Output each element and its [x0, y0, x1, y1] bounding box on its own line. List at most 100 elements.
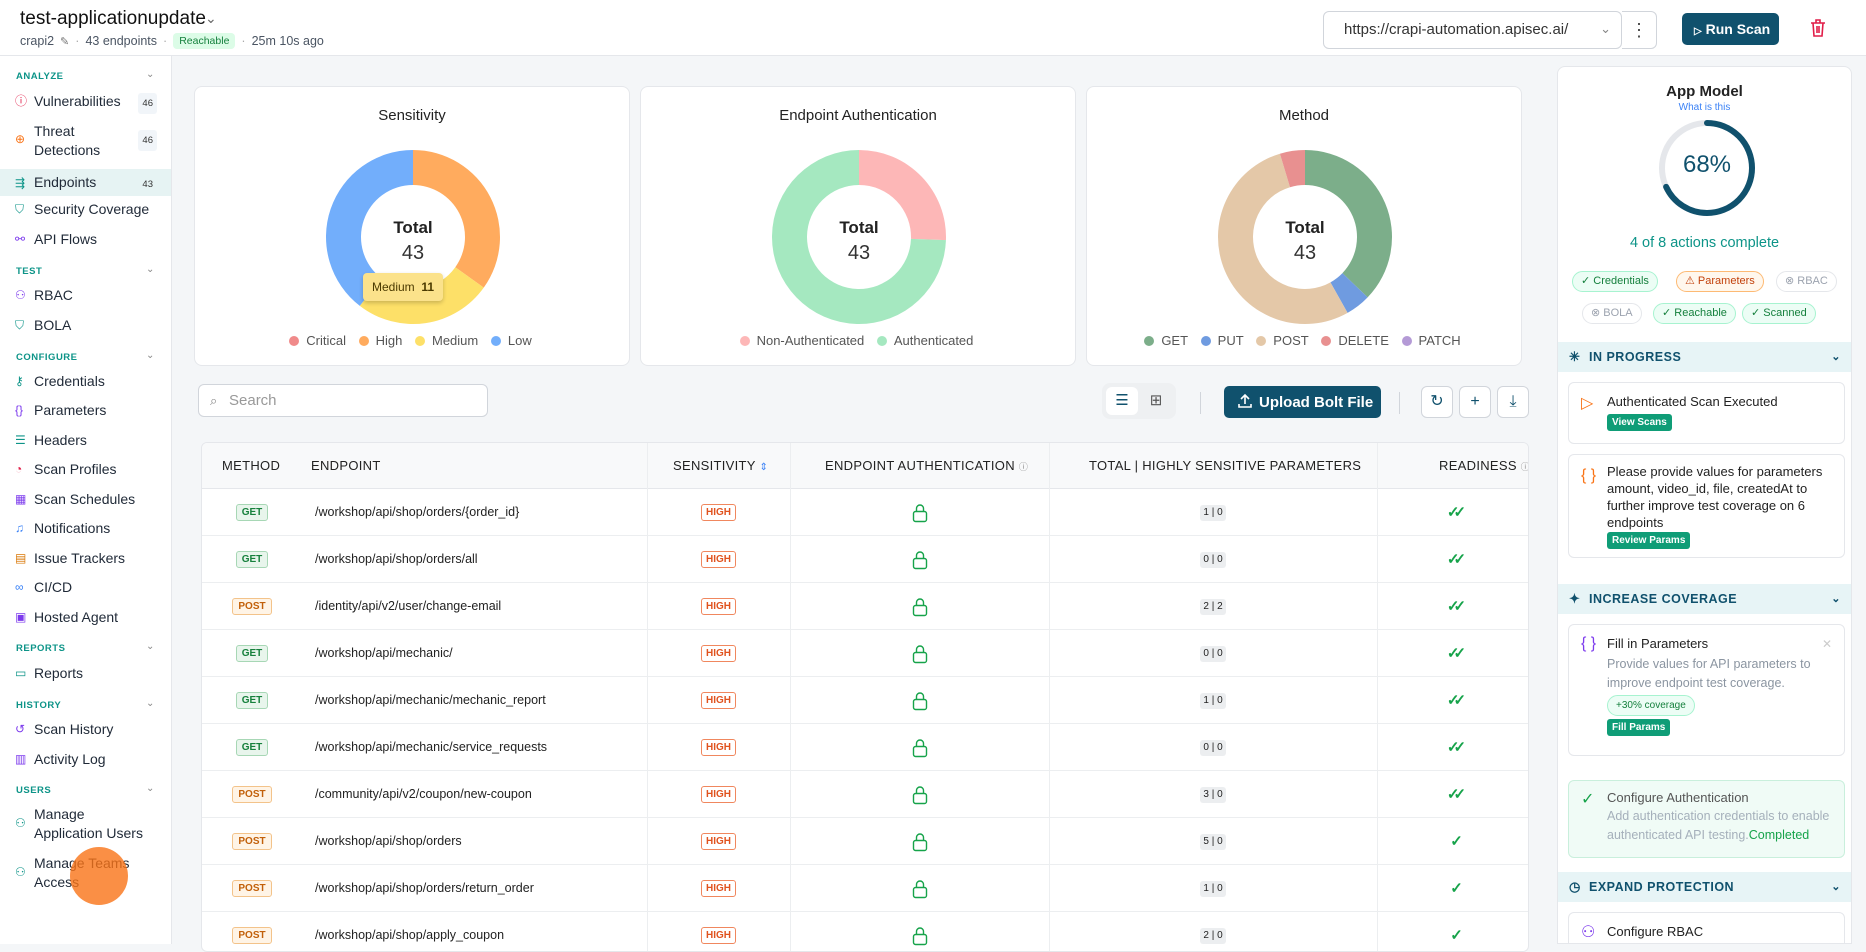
col-auth[interactable]: ENDPOINT AUTHENTICATION ⓘ [825, 443, 1029, 489]
chip-credentials[interactable]: ✓ Credentials [1572, 271, 1658, 292]
app-title[interactable]: test-applicationupdate [20, 8, 206, 29]
col-method[interactable]: METHOD [222, 443, 281, 489]
sidebar-item-rbac[interactable]: ⚇ RBAC [0, 286, 171, 305]
sidebar-item-credentials[interactable]: ⚷ Credentials [0, 372, 171, 391]
legend-item[interactable]: Medium [415, 333, 481, 348]
refresh-button[interactable]: ↻ [1421, 386, 1453, 418]
grid-view-icon[interactable]: ⊞ [1149, 392, 1163, 409]
download-button[interactable]: ⤓ [1497, 386, 1529, 418]
sidebar-item-scan-profiles[interactable]: ◔ Scan Profiles [0, 460, 171, 479]
chevron-down-icon[interactable]: ⌄ [146, 641, 155, 652]
chevron-down-icon[interactable]: ⌄ [146, 264, 155, 275]
sidebar-item-api-flows[interactable]: ⚯ API Flows [0, 230, 171, 249]
trash-icon[interactable] [1808, 17, 1828, 39]
endpoint-path[interactable]: /workshop/api/shop/orders/all [315, 552, 478, 566]
endpoint-path[interactable]: /workshop/api/mechanic/ [315, 646, 453, 660]
method-donut[interactable]: Total 43 [1215, 147, 1395, 327]
sidebar-item-scan-schedules[interactable]: ▦ Scan Schedules [0, 490, 171, 509]
sidebar-item-endpoints[interactable]: ⇶ Endpoints 43 [0, 169, 171, 196]
endpoint-path[interactable]: /workshop/api/shop/orders/{order_id} [315, 505, 520, 519]
chevron-down-icon[interactable]: ⌄ [146, 698, 155, 709]
run-scan-button[interactable]: ▷ Run Scan [1682, 13, 1779, 45]
legend-item[interactable]: Critical [289, 333, 349, 348]
close-icon[interactable]: ✕ [1821, 637, 1832, 651]
sidebar-item-threat-detections[interactable]: ⊕ Threat Detections 46 [0, 122, 171, 160]
add-button[interactable]: + [1459, 386, 1491, 418]
table-row[interactable]: POST/workshop/api/shop/orders/return_ord… [202, 865, 1528, 912]
search-input[interactable]: ⌕ Search [198, 384, 488, 417]
legend-item[interactable]: Low [490, 333, 535, 348]
view-scans-button[interactable]: View Scans [1607, 414, 1672, 431]
info-icon[interactable]: ⓘ [1521, 462, 1528, 472]
sidebar-item-headers[interactable]: ☰ Headers [0, 431, 171, 450]
sidebar-item-notifications[interactable]: ♫ Notifications [0, 519, 171, 538]
chip-reachable[interactable]: ✓ Reachable [1653, 303, 1736, 324]
table-row[interactable]: GET/workshop/api/shop/orders/{order_id} H… [202, 489, 1528, 536]
sidebar-item-parameters[interactable]: {} Parameters [0, 401, 171, 420]
chip-rbac[interactable]: ⊗ RBAC [1776, 271, 1837, 292]
table-row[interactable]: POST/community/api/v2/coupon/new-coupon H… [202, 771, 1528, 818]
sidebar-item-manage-app-users[interactable]: ⚇ Manage Application Users [0, 805, 171, 843]
slice-low[interactable] [326, 150, 413, 306]
expand-protection-header[interactable]: ◷ EXPAND PROTECTION ⌄ [1558, 872, 1851, 902]
endpoint-path[interactable]: /workshop/api/shop/orders [315, 834, 462, 848]
in-progress-header[interactable]: ✳ IN PROGRESS ⌄ [1558, 342, 1851, 372]
sidebar-item-hosted-agent[interactable]: ▣ Hosted Agent [0, 608, 171, 627]
list-view-icon[interactable]: ☰ [1106, 387, 1138, 415]
upload-bolt-file-button[interactable]: Upload Bolt File [1224, 386, 1381, 418]
slice-authenticated[interactable] [772, 150, 946, 324]
slice-non-authenticated[interactable] [859, 150, 946, 241]
table-row[interactable]: POST/workshop/api/shop/apply_coupon HIGH 2… [202, 912, 1528, 951]
what-is-this-link[interactable]: What is this [1678, 102, 1731, 113]
legend-item[interactable]: Non-Authenticated [739, 333, 868, 348]
table-row[interactable]: GET/workshop/api/mechanic/mechanic_repor… [202, 677, 1528, 724]
chip-parameters[interactable]: ⚠ Parameters [1676, 271, 1764, 292]
legend-item[interactable]: PATCH [1401, 333, 1464, 348]
table-row[interactable]: GET/workshop/api/shop/orders/all HIGH 0 | … [202, 536, 1528, 583]
slice-post[interactable] [1218, 153, 1348, 324]
endpoint-path[interactable]: /workshop/api/mechanic/service_requests [315, 740, 548, 754]
fill-params-button[interactable]: Fill Params [1607, 719, 1671, 736]
endpoint-path[interactable]: /workshop/api/shop/orders/return_order [315, 881, 534, 895]
col-readiness[interactable]: READINESS ⓘ ⇕ [1439, 443, 1528, 489]
sidebar-item-reports[interactable]: ▭ Reports [0, 664, 171, 683]
url-select[interactable]: https://crapi-automation.apisec.ai/ ⌄ [1323, 11, 1622, 49]
chevron-down-icon[interactable]: ⌄ [146, 350, 155, 361]
table-row[interactable]: GET/workshop/api/mechanic/service_reques… [202, 724, 1528, 771]
endpoint-path[interactable]: /workshop/api/mechanic/mechanic_report [315, 693, 546, 707]
sidebar-item-issue-trackers[interactable]: ▤ Issue Trackers [0, 549, 171, 568]
sidebar-item-bola[interactable]: ⛉ BOLA [0, 316, 171, 335]
sidebar-item-activity-log[interactable]: ▥ Activity Log [0, 750, 171, 769]
slice-high[interactable] [413, 150, 500, 288]
table-row[interactable]: GET/workshop/api/mechanic/HIGH 0 | 0 ✓✓ [202, 630, 1528, 677]
info-icon[interactable]: ⓘ [1018, 462, 1029, 472]
col-endpoint[interactable]: ENDPOINT [311, 443, 381, 489]
sidebar-item-security-coverage[interactable]: ⛉ Security Coverage [0, 200, 171, 219]
chip-scanned[interactable]: ✓ Scanned [1742, 303, 1816, 324]
slice-get[interactable] [1305, 150, 1392, 298]
chevron-down-icon[interactable]: ⌄ [146, 783, 155, 794]
legend-item[interactable]: DELETE [1321, 333, 1392, 348]
chevron-down-icon[interactable]: ⌄ [205, 10, 217, 26]
pencil-icon[interactable]: ✎ [60, 35, 70, 48]
legend-item[interactable]: GET [1144, 333, 1191, 348]
table-row[interactable]: POST/identity/api/v2/user/change-email HI… [202, 583, 1528, 630]
legend-item[interactable]: Authenticated [876, 333, 977, 348]
endpoint-path[interactable]: /community/api/v2/coupon/new-coupon [315, 787, 532, 801]
sidebar-item-cicd[interactable]: ∞ CI/CD [0, 578, 171, 597]
sidebar-item-scan-history[interactable]: ↺ Scan History [0, 720, 171, 739]
slice-put[interactable] [1330, 273, 1368, 313]
sidebar-item-vulnerabilities[interactable]: ⓘ Vulnerabilities 46 [0, 92, 171, 114]
col-sensitivity[interactable]: SENSITIVITY ⇕ [673, 443, 769, 489]
review-params-button[interactable]: Review Params [1607, 532, 1691, 549]
increase-coverage-header[interactable]: ✦ INCREASE COVERAGE ⌄ [1558, 584, 1851, 614]
endpoint-path[interactable]: /identity/api/v2/user/change-email [315, 599, 502, 613]
endpoint-path[interactable]: /workshop/api/shop/apply_coupon [315, 928, 505, 942]
legend-item[interactable]: PUT [1200, 333, 1247, 348]
auth-donut[interactable]: Total 43 [769, 147, 949, 327]
more-options-button[interactable]: ⋮ [1622, 11, 1657, 49]
sensitivity-donut[interactable]: Total 43 [323, 147, 503, 327]
sort-icon[interactable]: ⇕ [759, 462, 769, 473]
chevron-down-icon[interactable]: ⌄ [146, 69, 155, 80]
table-row[interactable]: POST/workshop/api/shop/orders HIGH 5 | 0 ✓ [202, 818, 1528, 865]
